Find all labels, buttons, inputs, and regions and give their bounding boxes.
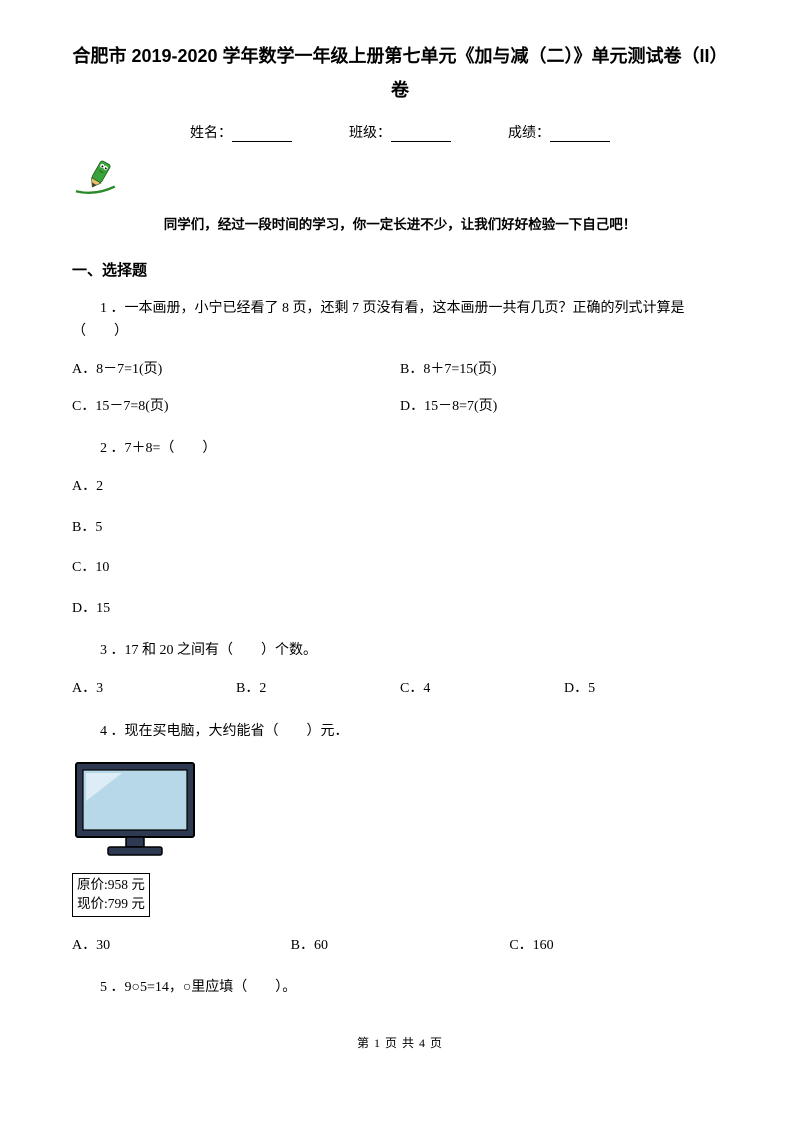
q3-options: A．3 B．2 C．4 D．5 xyxy=(72,678,728,700)
pencil-illustration xyxy=(72,158,728,203)
price-now-value: 799 元 xyxy=(108,896,145,911)
question-4: 4 ．现在买电脑，大约能省（ ）元． 原价:958 元 现价:799 元 A．3… xyxy=(72,721,728,958)
q3-text: 3 ．17 和 20 之间有（ ）个数。 xyxy=(72,640,728,662)
q1-text: 1 ．一本画册，小宁已经看了 8 页，还剩 7 页没有看，这本画册一共有几页？正… xyxy=(72,298,728,343)
question-2: 2 ．7＋8=（ ） A．2 B．5 C．10 D．15 xyxy=(72,438,728,620)
question-5: 5 ．9○5=14，○里应填（ ）。 xyxy=(72,977,728,999)
price-orig-value: 958 元 xyxy=(108,877,145,892)
q2-opt-d: D．15 xyxy=(72,598,728,620)
q3-opt-a: A．3 xyxy=(72,678,236,700)
section-heading-1: 一、选择题 xyxy=(72,259,728,280)
class-blank xyxy=(391,127,451,142)
q5-text: 5 ．9○5=14，○里应填（ ）。 xyxy=(72,977,728,999)
page-footer: 第 1 页 共 4 页 xyxy=(72,1034,728,1051)
q4-opt-a: A．30 xyxy=(72,935,291,957)
computer-illustration: 原价:958 元 现价:799 元 xyxy=(72,759,728,917)
doc-subtitle: 卷 xyxy=(72,76,728,102)
q3-opt-d: D．5 xyxy=(564,678,728,700)
q1-opt-d: D．15－8=7(页) xyxy=(400,396,728,418)
q1-opt-b: B．8＋7=15(页) xyxy=(400,359,728,381)
q1-opt-c: C．15－7=8(页) xyxy=(72,396,400,418)
q3-opt-c: C．4 xyxy=(400,678,564,700)
question-1: 1 ．一本画册，小宁已经看了 8 页，还剩 7 页没有看，这本画册一共有几页？正… xyxy=(72,298,728,418)
price-original-row: 原价:958 元 xyxy=(77,876,145,895)
price-now-label: 现价: xyxy=(77,896,108,911)
encourage-text: 同学们，经过一段时间的学习，你一定长进不少，让我们好好检验一下自己吧！ xyxy=(72,213,728,233)
score-label: 成绩： xyxy=(508,126,550,141)
student-info-line: 姓名： 班级： 成绩： xyxy=(72,122,728,142)
q4-opt-b: B．60 xyxy=(291,935,510,957)
price-tag: 原价:958 元 现价:799 元 xyxy=(72,873,150,917)
q2-opt-b: B．5 xyxy=(72,517,728,539)
page: 合肥市 2019-2020 学年数学一年级上册第七单元《加与减（二）》单元测试卷… xyxy=(0,0,800,1081)
q4-opt-c: C．160 xyxy=(509,935,728,957)
q1-opt-a: A．8－7=1(页) xyxy=(72,359,400,381)
question-3: 3 ．17 和 20 之间有（ ）个数。 A．3 B．2 C．4 D．5 xyxy=(72,640,728,701)
q3-opt-b: B．2 xyxy=(236,678,400,700)
name-blank xyxy=(232,127,292,142)
q1-options: A．8－7=1(页) B．8＋7=15(页) C．15－7=8(页) D．15－… xyxy=(72,359,728,418)
monitor-icon xyxy=(72,759,200,859)
q2-opt-c: C．10 xyxy=(72,557,728,579)
q2-text: 2 ．7＋8=（ ） xyxy=(72,438,728,460)
q4-options: A．30 B．60 C．160 xyxy=(72,935,728,957)
pencil-icon xyxy=(72,158,142,198)
q2-opt-a: A．2 xyxy=(72,476,728,498)
q4-text: 4 ．现在买电脑，大约能省（ ）元． xyxy=(72,721,728,743)
class-label: 班级： xyxy=(349,126,391,141)
doc-title: 合肥市 2019-2020 学年数学一年级上册第七单元《加与减（二）》单元测试卷… xyxy=(72,40,728,72)
score-blank xyxy=(550,127,610,142)
price-orig-label: 原价: xyxy=(77,877,108,892)
name-label: 姓名： xyxy=(190,126,232,141)
price-now-row: 现价:799 元 xyxy=(77,895,145,914)
